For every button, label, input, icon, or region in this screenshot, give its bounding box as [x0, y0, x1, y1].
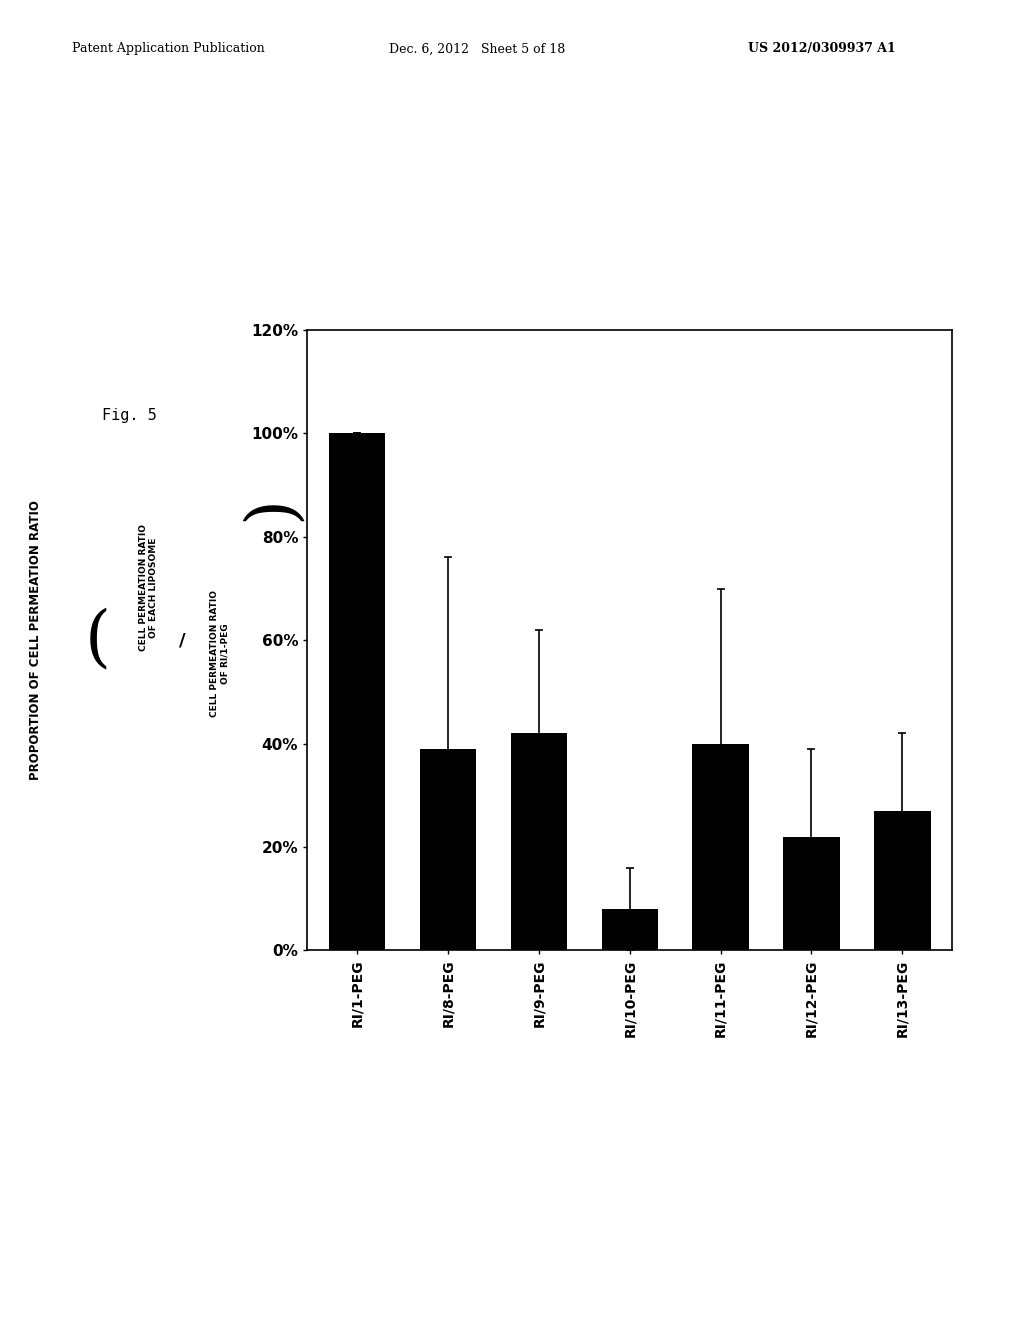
Bar: [874, 810, 931, 950]
Bar: [601, 909, 658, 950]
Text: Dec. 6, 2012   Sheet 5 of 18: Dec. 6, 2012 Sheet 5 of 18: [389, 42, 565, 55]
Text: (: (: [84, 607, 111, 673]
Text: US 2012/0309937 A1: US 2012/0309937 A1: [748, 42, 895, 55]
Bar: [511, 734, 567, 950]
Text: Patent Application Publication: Patent Application Publication: [72, 42, 264, 55]
Bar: [329, 433, 385, 950]
Bar: [692, 743, 749, 950]
Text: CELL PERMEATION RATIO
OF RI/1-PEG: CELL PERMEATION RATIO OF RI/1-PEG: [211, 590, 229, 717]
Text: PROPORTION OF CELL PERMEATION RATIO: PROPORTION OF CELL PERMEATION RATIO: [30, 500, 42, 780]
Text: /: /: [179, 631, 185, 649]
Text: Fig. 5: Fig. 5: [102, 408, 157, 424]
Bar: [783, 837, 840, 950]
Text: CELL PERMEATION RATIO
OF EACH LIPOSOME: CELL PERMEATION RATIO OF EACH LIPOSOME: [139, 524, 158, 651]
Bar: [420, 748, 476, 950]
Text: ): ): [239, 495, 304, 521]
